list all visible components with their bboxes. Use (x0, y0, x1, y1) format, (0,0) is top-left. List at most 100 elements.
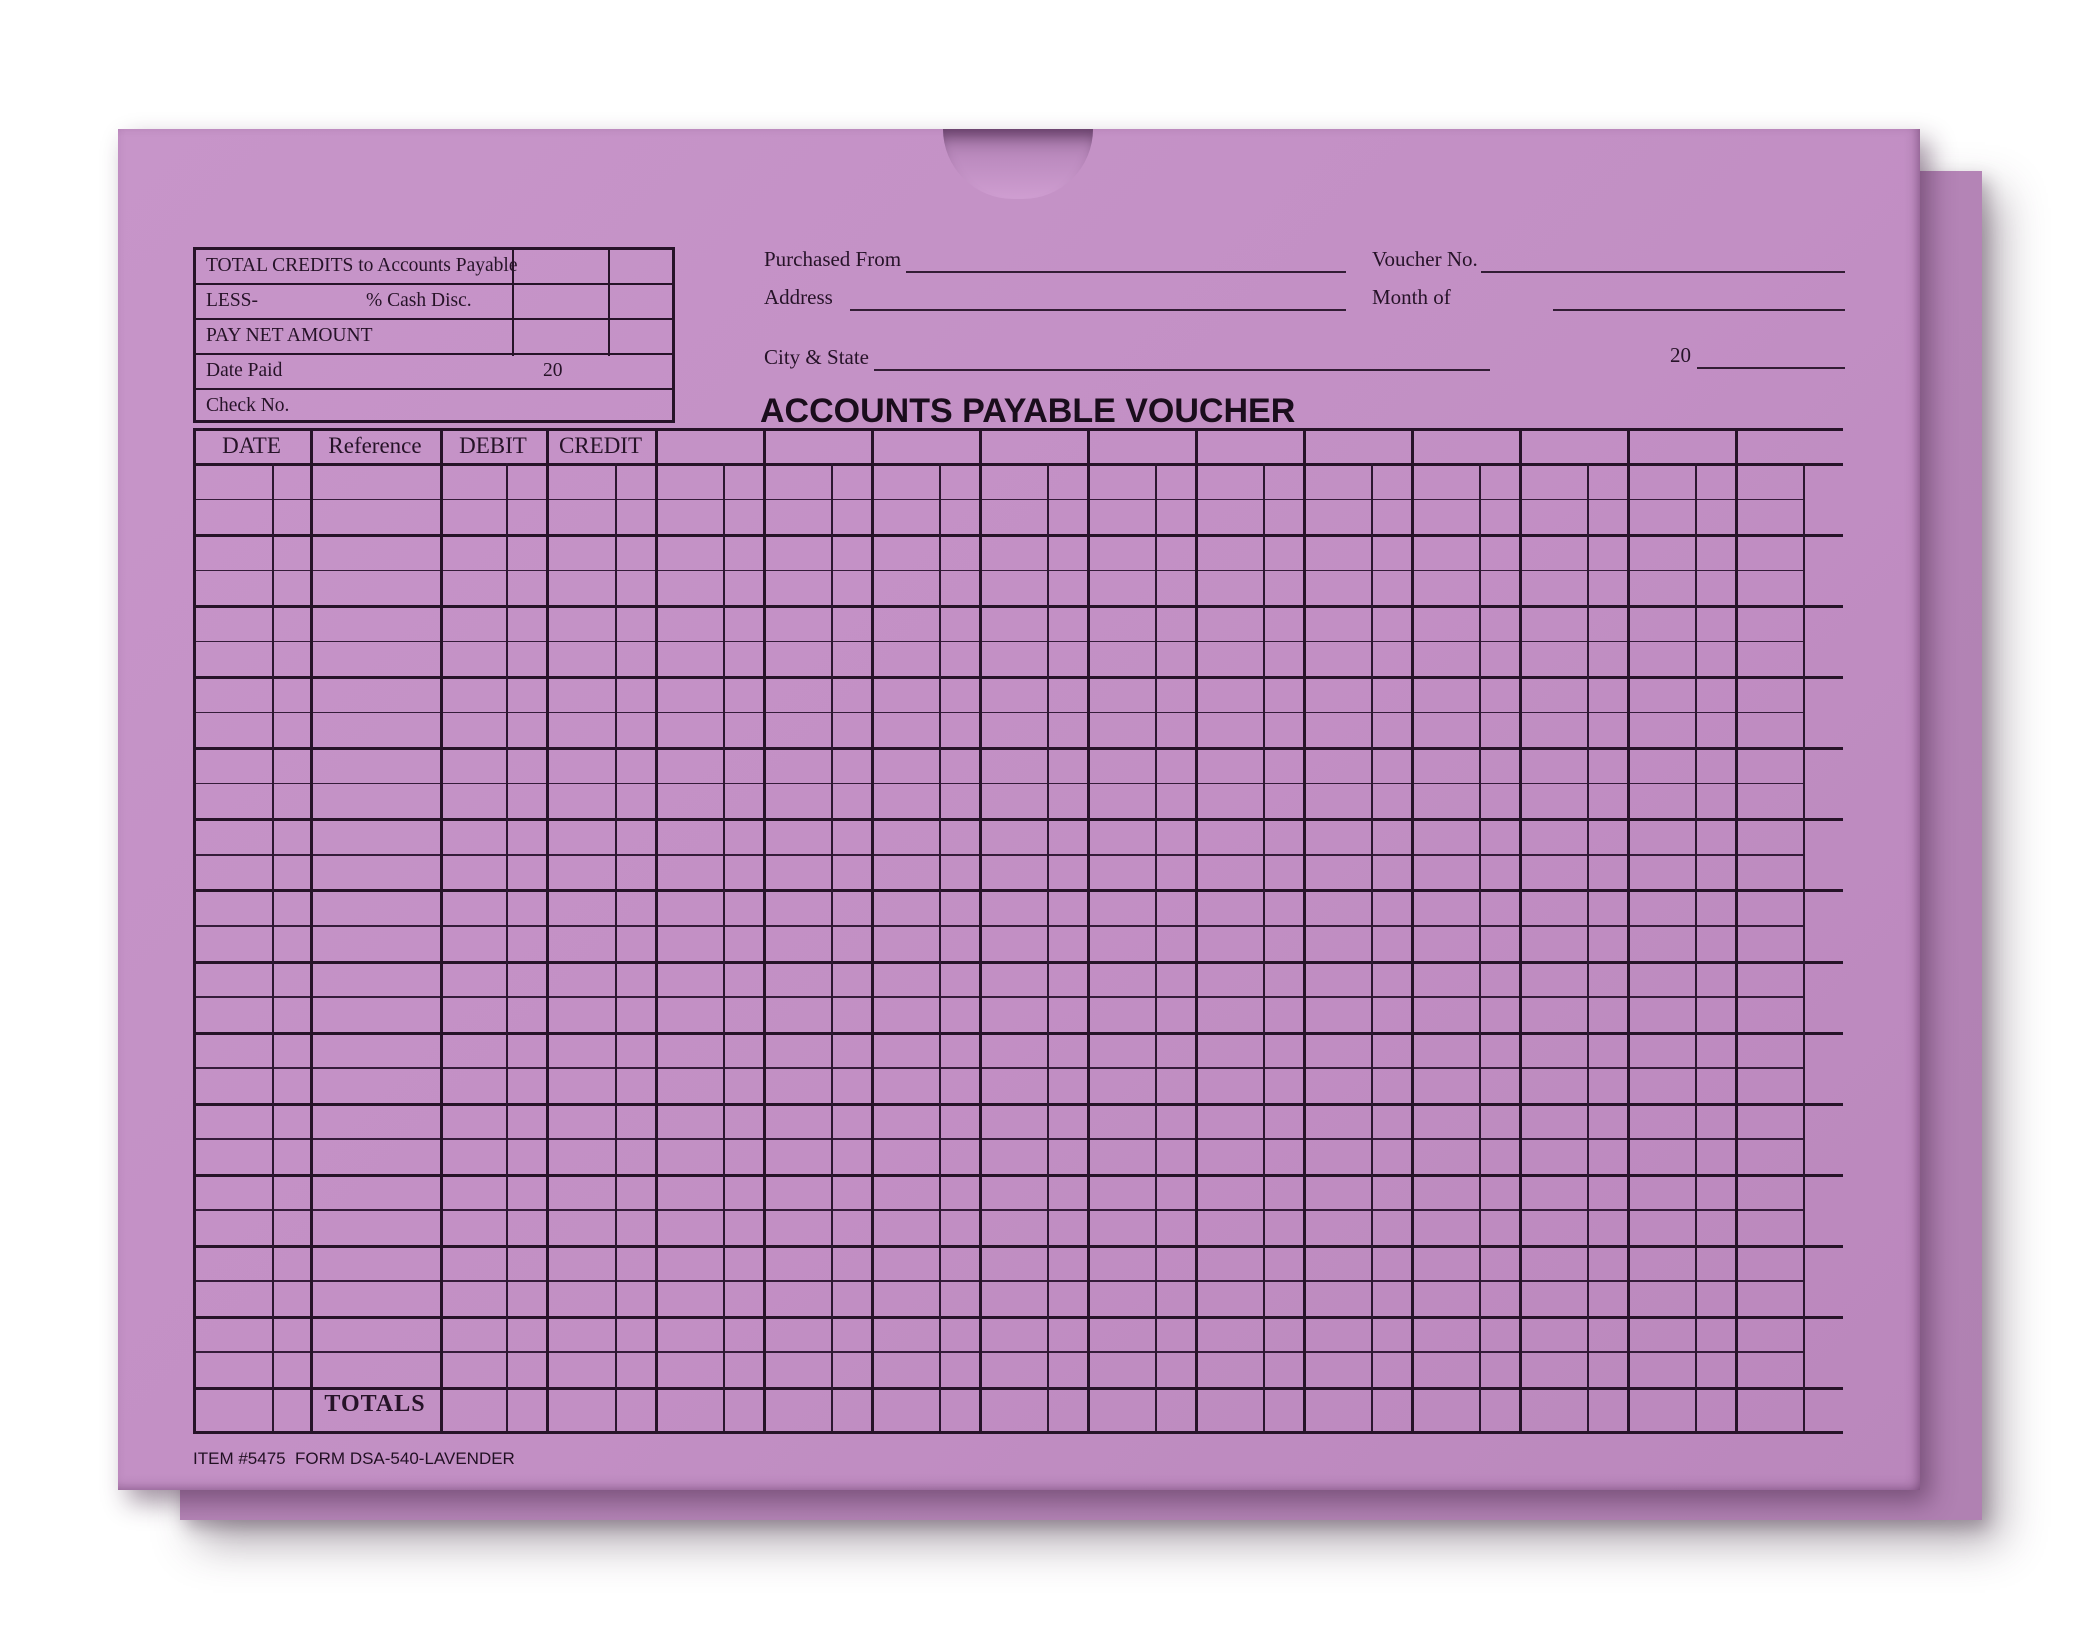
ledger-rule-vertical (193, 428, 196, 1431)
ledger-rule-horizontal (193, 747, 1843, 751)
envelope-front: TOTAL CREDITS to Accounts Payable LESS- … (118, 129, 1920, 1490)
ledger-rule-horizontal (193, 1138, 1803, 1140)
ledger-rule-vertical (1519, 428, 1522, 1431)
ledger-rule-vertical (871, 428, 874, 1431)
ledger-rule-vertical (615, 463, 617, 1431)
ledger-rule-horizontal (193, 640, 1803, 643)
ledger-rule-horizontal (193, 960, 1843, 964)
ledger-rule-horizontal (193, 1244, 1843, 1248)
ledger-rule-vertical (1371, 463, 1373, 1431)
ledger-rule-vertical (506, 463, 508, 1431)
ledger-rule-horizontal (193, 782, 1803, 785)
ledger-column-header-debit: DEBIT (459, 432, 527, 458)
ledger-column-header-date: DATE (222, 432, 281, 458)
summary-label-total-credits: TOTAL CREDITS to Accounts Payable (206, 255, 518, 276)
ledger-column-header-blank (763, 428, 871, 463)
ledger-column-header-blank (1627, 428, 1735, 463)
ledger-rule-vertical (272, 463, 274, 1431)
summary-row-divider (196, 318, 672, 320)
ledger-rule-horizontal (193, 1387, 1843, 1390)
ledger-rule-vertical (1263, 463, 1265, 1431)
address-write-line (850, 309, 1346, 311)
ledger-rule-horizontal (193, 996, 1803, 998)
ledger-column-header-blank (1411, 428, 1519, 463)
year-prefix-label: 20 (1670, 343, 1691, 367)
ledger-rule-vertical (1155, 463, 1157, 1431)
ledger-column-header-blank (979, 428, 1087, 463)
ledger-rule-vertical (939, 463, 941, 1431)
ledger-rule-vertical (763, 428, 766, 1431)
thumb-cut-notch (943, 129, 1093, 199)
ledger-rule-horizontal (193, 569, 1803, 572)
ledger-column-header-blank (1735, 428, 1843, 463)
purchased-from-write-line (906, 271, 1346, 273)
voucher-no-label: Voucher No. (1372, 247, 1478, 271)
ledger-rule-horizontal (193, 924, 1803, 927)
ledger-rule-horizontal (193, 1280, 1803, 1282)
year-write-line (1697, 367, 1845, 369)
ledger-column-header-blank (1087, 428, 1195, 463)
summary-row-divider (196, 283, 672, 285)
ledger-column-header-blank (1303, 428, 1411, 463)
ledger-rule-vertical (1087, 428, 1090, 1431)
ledger-rule-horizontal (193, 1209, 1803, 1211)
summary-row-divider (196, 353, 672, 355)
form-item-number: ITEM #5475 FORM DSA-540-LAVENDER (193, 1449, 515, 1468)
ledger-rule-horizontal (193, 889, 1843, 893)
ledger-column-header-credit: CREDIT (558, 432, 643, 458)
summary-table: TOTAL CREDITS to Accounts Payable LESS- … (193, 247, 675, 423)
ledger-rule-horizontal (193, 1067, 1803, 1069)
city-state-write-line (874, 369, 1490, 371)
summary-col-divider (512, 250, 514, 356)
ledger-rule-horizontal (193, 711, 1803, 714)
ledger-rule-vertical (1195, 428, 1198, 1431)
purchased-from-label: Purchased From (764, 247, 902, 271)
ledger-rule-horizontal (193, 676, 1843, 680)
summary-label-less: LESS- (206, 290, 259, 311)
summary-row-divider (196, 388, 672, 390)
ledger-column-header-blank (1519, 428, 1627, 463)
ledger-rule-vertical (1303, 428, 1306, 1431)
ledger-rule-horizontal (193, 428, 1843, 431)
ledger-rule-horizontal (193, 605, 1843, 609)
ledger-rule-horizontal (193, 1431, 1843, 1434)
month-of-write-line (1553, 309, 1845, 311)
ledger-rule-vertical (723, 463, 725, 1431)
ledger-rule-vertical (1735, 428, 1738, 1431)
ledger-rule-vertical (310, 428, 313, 1431)
ledger-rule-vertical (546, 428, 549, 1431)
summary-label-cash-disc: % Cash Disc. (366, 290, 472, 311)
ledger-rule-vertical (1695, 463, 1697, 1431)
ledger-rule-horizontal (193, 463, 1843, 466)
ledger-column-header-blank (871, 428, 979, 463)
ledger-rule-horizontal (193, 1351, 1803, 1354)
form-title: ACCOUNTS PAYABLE VOUCHER (760, 392, 1296, 430)
summary-label-pay-net: PAY NET AMOUNT (206, 325, 373, 346)
ledger-rule-vertical (1587, 463, 1589, 1431)
ledger-rule-vertical (979, 428, 982, 1431)
ledger-rule-vertical (1047, 463, 1049, 1431)
ledger-rule-horizontal (193, 818, 1843, 822)
ledger-rule-horizontal (193, 1031, 1843, 1035)
ledger-rule-vertical (1803, 463, 1805, 1431)
city-state-label: City & State (764, 345, 869, 369)
ledger-rule-horizontal (193, 534, 1843, 538)
ledger-rule-vertical (655, 428, 658, 1431)
ledger-rule-horizontal (193, 1315, 1843, 1319)
ledger-rule-horizontal (193, 1173, 1843, 1177)
ledger-column-header-blank (655, 428, 763, 463)
ledger-rule-vertical (1627, 428, 1630, 1431)
ledger-rule-horizontal (193, 1102, 1843, 1106)
address-label: Address (764, 285, 833, 309)
totals-label: TOTALS (324, 1391, 426, 1417)
ledger-rule-horizontal (193, 853, 1803, 856)
summary-col-divider (608, 250, 610, 356)
voucher-no-write-line (1481, 271, 1845, 273)
ledger-column-header-reference: Reference (328, 432, 422, 458)
summary-label-date-paid: Date Paid (206, 360, 283, 381)
ledger-rule-vertical (1411, 428, 1414, 1431)
summary-date-paid-year: 20 (543, 360, 563, 381)
ledger-rule-vertical (831, 463, 833, 1431)
summary-label-check-no: Check No. (206, 395, 290, 416)
